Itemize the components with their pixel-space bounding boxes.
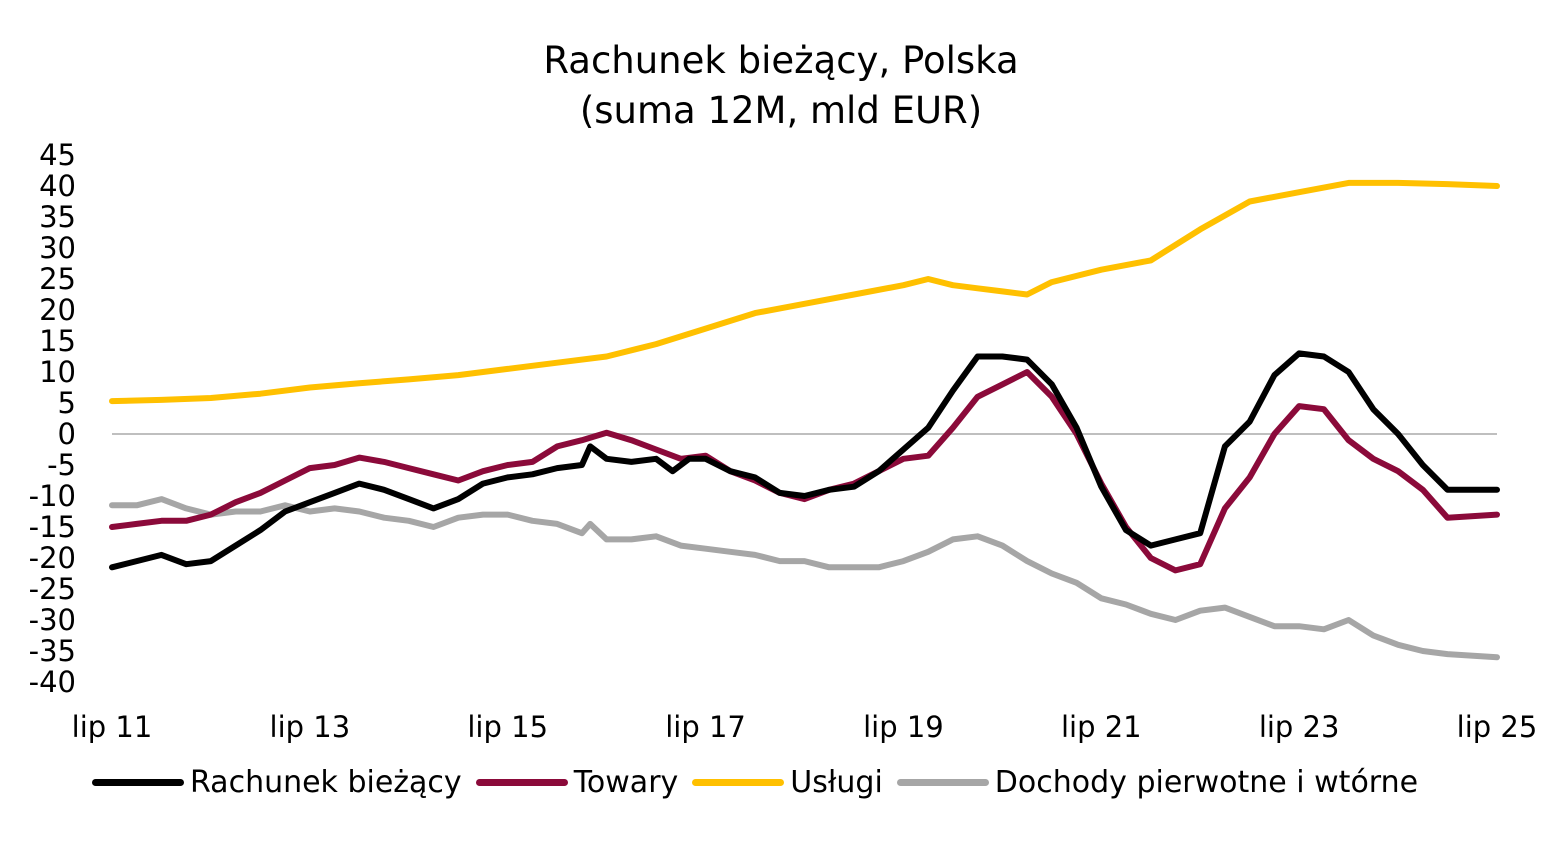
y-tick-label: 15: [39, 324, 76, 358]
series-layer: [109, 179, 1500, 661]
chart-title-line-1: Rachunek bieżący, Polska: [543, 39, 1019, 82]
y-tick-label: 30: [39, 231, 76, 265]
y-tick-label: -20: [29, 541, 76, 575]
x-tick-label: lip 21: [1061, 710, 1142, 744]
legend-swatch-uslugi: [692, 778, 785, 786]
y-tick-label: -10: [29, 479, 76, 513]
y-tick-label: -15: [29, 510, 76, 544]
legend-item-rachunek: Rachunek bieżący: [92, 765, 462, 800]
series-line-dochody: [109, 496, 1500, 661]
series-line-uslugi: [109, 179, 1500, 405]
legend-label-rachunek: Rachunek bieżący: [190, 764, 462, 800]
y-tick-label: 10: [39, 355, 76, 389]
legend-label-towary: Towary: [573, 764, 679, 800]
y-tick-label: 35: [39, 200, 76, 234]
y-tick-label: -35: [29, 634, 76, 668]
y-tick-label: 40: [39, 169, 76, 203]
legend-item-towary: Towary: [475, 764, 679, 800]
legend-swatch-dochody: [896, 778, 989, 786]
x-tick-label: lip 19: [863, 710, 944, 744]
y-tick-label: -30: [29, 603, 76, 637]
x-tick-label: lip 25: [1457, 710, 1538, 744]
x-tick-label: lip 11: [72, 710, 153, 744]
y-axis: 454035302520151050-5-10-15-20-25-30-35-4…: [29, 138, 76, 699]
legend-item-uslugi: Usługi: [692, 765, 883, 800]
x-tick-label: lip 23: [1259, 710, 1340, 744]
series-line-towary: [109, 369, 1500, 574]
legend-swatch-rachunek: [92, 778, 184, 786]
legend-label-dochody: Dochody pierwotne i wtórne: [994, 764, 1419, 800]
legend: Rachunek bieżący Towary Usługi Dochody p…: [92, 762, 1432, 802]
x-tick-label: lip 15: [467, 710, 548, 744]
legend-label-uslugi: Usługi: [790, 764, 883, 800]
y-tick-label: -40: [29, 665, 76, 699]
y-tick-label: 45: [39, 138, 76, 172]
y-tick-label: 20: [39, 293, 76, 327]
y-tick-label: 0: [58, 417, 76, 451]
y-tick-label: 5: [58, 386, 76, 420]
y-tick-label: -5: [47, 448, 76, 482]
chart-title: Rachunek bieżący, Polska (suma 12M, mld …: [0, 36, 1562, 136]
y-tick-label: -25: [29, 572, 76, 606]
series-line-rachunek: [109, 350, 1500, 571]
x-axis: lip 11 lip 13 lip 15 lip 17 lip 19 lip 21 lip …: [72, 710, 1538, 744]
x-tick-label: lip 13: [270, 710, 351, 744]
chart-title-line-2: (suma 12M, mld EUR): [579, 89, 983, 132]
x-tick-label: lip 17: [665, 710, 746, 744]
legend-swatch-towary: [475, 778, 568, 786]
y-tick-label: 25: [39, 262, 76, 296]
legend-item-dochody: Dochody pierwotne i wtórne: [896, 764, 1419, 800]
